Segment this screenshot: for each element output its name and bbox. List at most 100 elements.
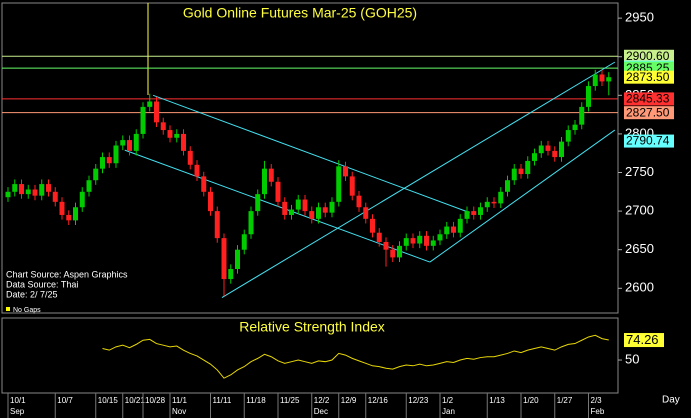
candle-body: [221, 238, 227, 280]
x-tick-label: 12/23: [408, 396, 429, 405]
candle-body: [336, 166, 342, 202]
candle-body: [518, 168, 524, 175]
x-tick-label: 10/7: [57, 396, 73, 405]
x-tick-label: 1/20: [523, 396, 539, 405]
candle-body: [586, 86, 591, 107]
price-label-bg: [624, 92, 674, 106]
candle-body: [262, 168, 267, 195]
candle-body: [390, 249, 396, 258]
y-tick-label: 2750: [625, 164, 654, 179]
candle-body: [484, 201, 490, 208]
candle-body: [66, 214, 72, 221]
candle-body: [32, 189, 38, 196]
candle-body: [235, 249, 240, 269]
candle-body: [437, 234, 443, 241]
month-label: Dec: [314, 407, 328, 416]
price-label: 2790.74: [626, 134, 670, 148]
candle-body: [505, 180, 510, 192]
candle-body: [120, 140, 126, 146]
candle-body: [538, 145, 544, 154]
x-tick-label: 12/9: [341, 396, 357, 405]
price-label: 2900.60: [626, 49, 670, 63]
candle-body: [25, 189, 31, 195]
trend-line: [152, 94, 470, 214]
candle-body: [12, 184, 18, 192]
candle-body: [356, 195, 362, 208]
x-tick-label: 10/28: [145, 396, 166, 405]
candle-body: [329, 201, 335, 213]
month-label: Feb: [591, 407, 605, 416]
x-tick-label: 11/25: [280, 396, 300, 405]
candle-body: [79, 191, 85, 208]
candle-body: [343, 166, 348, 177]
rsi-marker-label: 74.26: [626, 332, 659, 347]
candle-body: [532, 153, 537, 161]
price-label: 2845.33: [626, 92, 670, 106]
x-tick-label: 11/1: [172, 396, 188, 405]
no-gaps: No Gaps: [13, 307, 41, 314]
x-tick-label: 1/2: [442, 396, 454, 405]
candle-body: [545, 145, 551, 151]
candle-body: [403, 238, 409, 246]
source-note: Data Source: Thai: [6, 279, 78, 289]
rsi-marker-bg: [624, 333, 664, 348]
candle-body: [39, 184, 45, 196]
candle-body: [140, 106, 146, 134]
candle-body: [5, 191, 11, 198]
candle-body: [187, 150, 193, 165]
y-tick-label: 2700: [625, 203, 654, 218]
candle-body: [154, 101, 159, 123]
candle-body: [322, 207, 328, 213]
price-label-bg: [624, 70, 674, 84]
candle-body: [363, 207, 369, 219]
x-tick-label: 11/18: [246, 396, 266, 405]
x-tick-label: 10/21: [125, 396, 146, 405]
period: Day: [662, 395, 680, 406]
candle-body: [349, 176, 355, 196]
candle-body: [194, 164, 200, 177]
y-tick-label: 2600: [625, 280, 654, 295]
candle-body: [160, 122, 166, 131]
candle-body: [106, 157, 112, 164]
y-tick-label: 2650: [625, 241, 654, 256]
candle-body: [430, 240, 436, 246]
candle-body: [572, 124, 578, 131]
rsi-title: Relative Strength Index: [239, 319, 385, 335]
candle-body: [383, 241, 389, 250]
price-label-bg: [624, 49, 674, 63]
candle-body: [167, 130, 173, 138]
trend-line: [429, 129, 616, 263]
candle-body: [59, 201, 65, 215]
candle-body: [113, 145, 119, 164]
chart-title: Gold Online Futures Mar-25 (GOH25): [183, 5, 417, 21]
candle-body: [491, 201, 497, 204]
candle-body: [498, 191, 504, 204]
candle-body: [565, 130, 571, 142]
rsi-panel: [1, 317, 619, 394]
candle-body: [302, 199, 308, 212]
candle-body: [52, 191, 58, 202]
candle-body: [19, 184, 24, 195]
candle-body: [525, 160, 531, 175]
candle-body: [511, 168, 517, 181]
candle-body: [592, 74, 598, 87]
price-label-bg: [624, 106, 674, 120]
source-note: Date: 2/ 7/25: [6, 289, 58, 299]
candle-body: [457, 218, 463, 233]
x-tick-label: 1/27: [557, 396, 573, 405]
rsi-line: [102, 334, 609, 379]
candle-body: [478, 207, 483, 215]
candle-body: [174, 133, 180, 138]
candle-body: [370, 218, 375, 233]
candle-body: [228, 269, 234, 280]
candle-body: [214, 211, 220, 239]
x-tick-label: 2/3: [591, 396, 603, 405]
candle-body: [208, 191, 213, 212]
candle-body: [282, 201, 288, 215]
y-tick-label: 2950: [625, 10, 654, 25]
candle-body: [559, 141, 564, 158]
candle-body: [46, 184, 51, 192]
trend-line: [221, 61, 616, 298]
candle-body: [248, 211, 254, 235]
